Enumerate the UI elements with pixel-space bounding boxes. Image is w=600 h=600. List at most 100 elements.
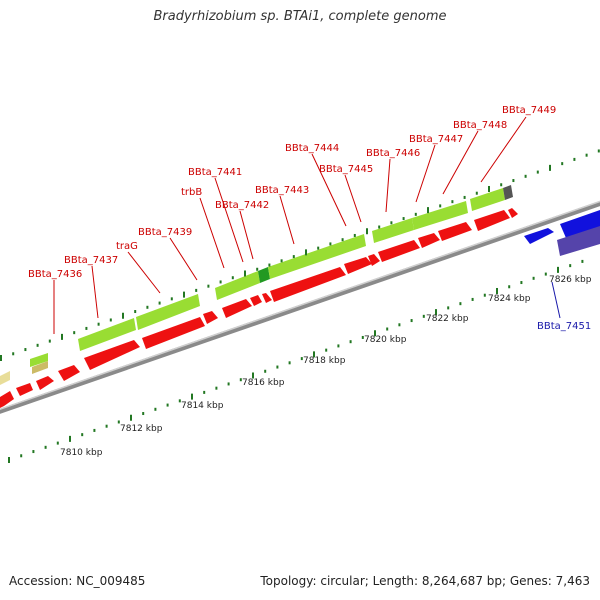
gene-reverse[interactable] (378, 240, 420, 262)
gene-label[interactable]: BBta_7447 (409, 134, 463, 145)
gene-forward[interactable] (503, 185, 513, 200)
gene-reverse[interactable] (36, 376, 54, 390)
gene-reverse[interactable] (16, 383, 33, 396)
tick-mark (122, 312, 124, 319)
gene-reverse[interactable] (438, 222, 472, 241)
gene-forward[interactable] (258, 267, 270, 283)
tick-mark (117, 420, 120, 424)
tick-mark (276, 365, 279, 369)
gene-label[interactable]: BBta_7444 (285, 143, 339, 154)
gene-reverse[interactable] (508, 208, 518, 218)
gene-forward[interactable] (30, 353, 48, 367)
gene-forward[interactable] (136, 294, 200, 330)
gene-reverse[interactable] (474, 210, 510, 231)
gene-label[interactable]: BBta_7449 (502, 105, 556, 116)
tick-mark (105, 424, 108, 428)
scale-labels: 7810 kbp 7812 kbp 7814 kbp 7816 kbp 7818… (60, 275, 592, 458)
gene-forward[interactable] (412, 201, 468, 230)
tick-mark (459, 302, 462, 306)
tick-mark (581, 259, 584, 263)
tick-mark (353, 233, 356, 237)
tick-mark (422, 314, 425, 318)
gene-forward[interactable] (470, 188, 505, 211)
leader-line (551, 281, 561, 319)
gene-reverse[interactable] (222, 299, 252, 318)
tick-mark (158, 301, 161, 305)
gene-reverse[interactable] (58, 365, 80, 381)
gene-forward[interactable] (268, 234, 366, 279)
tick-mark (435, 309, 437, 316)
tick-mark (483, 293, 486, 297)
tick-mark (475, 191, 478, 195)
tick-mark (508, 285, 511, 289)
tick-mark (97, 322, 100, 326)
gene-blue[interactable] (524, 228, 554, 244)
gene-forward[interactable] (215, 271, 260, 300)
gene-label[interactable]: BBta_7443 (255, 185, 309, 196)
gene-reverse[interactable] (203, 311, 218, 324)
gene-reverse[interactable] (344, 257, 372, 274)
leader-line (199, 197, 225, 269)
tick-mark (374, 330, 376, 337)
gene-label[interactable]: trbB (181, 187, 202, 198)
gene-blue[interactable] (560, 210, 600, 238)
gene-label[interactable]: BBta_7436 (28, 269, 82, 280)
tick-mark (366, 228, 368, 235)
accession-text: Accession: NC_009485 (9, 574, 146, 588)
tick-mark (231, 276, 234, 280)
tick-mark (81, 433, 84, 437)
gene-reverse[interactable] (262, 293, 272, 303)
leader-line (385, 158, 391, 213)
tick-mark (32, 450, 35, 454)
tick-mark (512, 179, 515, 183)
gene-purple[interactable] (557, 226, 600, 256)
tick-mark (219, 280, 222, 284)
genome-summary-text: Topology: circular; Length: 8,264,687 bp… (260, 574, 590, 588)
tick-mark (166, 403, 169, 407)
tick-mark (146, 305, 149, 309)
gene-reverse[interactable] (142, 317, 205, 349)
tick-mark (496, 287, 498, 294)
gene-forward[interactable] (32, 361, 48, 374)
tick-mark (203, 390, 206, 394)
gene-label[interactable]: BBta_7446 (366, 148, 420, 159)
gene-reverse[interactable] (418, 233, 440, 248)
leader-line (214, 177, 244, 263)
gene-label[interactable]: traG (116, 241, 138, 252)
gene-forward[interactable] (0, 371, 10, 385)
gene-reverse[interactable] (84, 340, 140, 370)
gene-label[interactable]: BBta_7437 (64, 255, 118, 266)
gene-label[interactable]: BBta_7448 (453, 120, 507, 131)
gene-label[interactable]: BBta_7439 (138, 227, 192, 238)
tick-mark (597, 149, 600, 153)
tick-mark (85, 326, 88, 330)
gene-label[interactable]: BBta_7441 (188, 167, 242, 178)
gene-forward[interactable] (372, 218, 414, 243)
tick-mark (130, 414, 132, 421)
gene-reverse[interactable] (270, 267, 346, 302)
tick-mark (325, 348, 328, 352)
tick-mark (549, 164, 551, 171)
gene-label[interactable]: BBta_7442 (215, 200, 269, 211)
gene-forward[interactable] (78, 318, 136, 351)
tick-mark (61, 333, 63, 340)
gene-reverse[interactable] (250, 295, 262, 306)
tick-mark (386, 327, 389, 331)
scale-label: 7818 kbp (303, 356, 346, 366)
tick-mark (215, 386, 218, 390)
tick-mark (292, 255, 295, 259)
gene-labels: BBta_7436 BBta_7437 traG BBta_7439 trbB … (28, 105, 591, 332)
tick-mark (451, 200, 454, 204)
tick-mark (134, 310, 137, 314)
tick-mark (69, 435, 71, 442)
tick-mark (378, 225, 381, 229)
gene-reverse[interactable] (368, 254, 380, 266)
tick-mark (268, 263, 271, 267)
tick-mark (536, 170, 539, 174)
gene-label[interactable]: BBta_7445 (319, 164, 373, 175)
tick-mark (573, 157, 576, 161)
tick-mark (183, 291, 185, 298)
gene-label[interactable]: BBta_7451 (537, 321, 591, 332)
gene-reverse[interactable] (0, 391, 14, 408)
